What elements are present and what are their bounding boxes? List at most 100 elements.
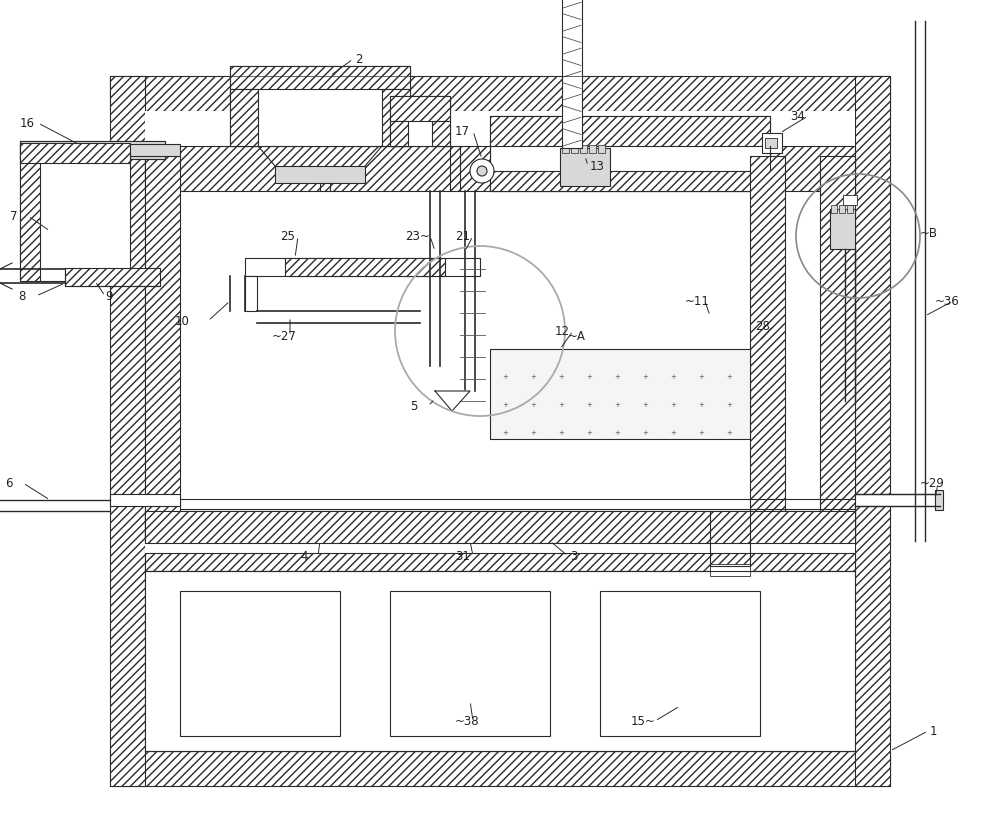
Text: +: + [698,374,704,380]
Text: +: + [698,430,704,436]
Bar [20,143,130,163]
Text: +: + [502,430,508,436]
Text: 17: 17 [455,125,470,137]
Text: 34: 34 [790,109,805,122]
Text: +: + [726,402,732,408]
Text: +: + [614,374,620,380]
Bar [855,76,890,786]
Text: 1: 1 [930,724,938,737]
Text: 28: 28 [755,319,770,333]
Bar [20,141,165,159]
Bar [390,591,550,736]
Text: +: + [530,430,536,436]
Text: +: + [726,430,732,436]
Text: 10: 10 [175,314,190,328]
Bar [145,111,855,751]
Bar [432,121,450,146]
Text: +: + [670,402,676,408]
Bar [830,209,855,249]
Bar [20,156,40,281]
Bar [20,144,180,156]
Text: 15~: 15~ [630,714,655,727]
Bar [145,511,855,543]
Text: 8: 8 [18,290,25,302]
Bar [390,96,450,146]
Text: +: + [698,402,704,408]
Bar [762,133,782,153]
Bar [589,145,596,153]
Bar [245,258,480,276]
Bar [230,66,410,146]
Bar [110,494,180,506]
Text: 12: 12 [555,324,570,337]
Text: +: + [614,402,620,408]
Text: ~B: ~B [920,227,938,240]
Bar [230,66,410,89]
Text: ~A: ~A [568,329,586,342]
Bar [20,156,130,281]
Text: 23~: 23~ [405,230,430,242]
Text: +: + [614,430,620,436]
Bar [839,205,845,213]
Text: 6: 6 [5,476,12,489]
Text: +: + [502,402,508,408]
Bar [145,511,855,541]
Bar [598,145,605,153]
Text: 2: 2 [355,53,362,66]
Text: +: + [558,430,564,436]
Bar [245,276,257,311]
Bar [560,148,610,186]
Text: +: + [726,374,732,380]
Bar [562,145,569,153]
Bar [285,258,445,276]
Bar [110,76,145,786]
Text: ~29: ~29 [920,476,945,489]
Text: 21: 21 [455,230,470,242]
Text: +: + [586,430,592,436]
Text: 5: 5 [410,400,417,412]
Text: ~11: ~11 [685,295,710,308]
Bar [710,564,750,576]
Bar [562,0,582,148]
Text: 13: 13 [590,159,605,172]
Text: +: + [502,374,508,380]
Bar [571,145,578,153]
Text: +: + [642,374,648,380]
Circle shape [470,159,494,183]
Bar [20,141,165,159]
Text: 31: 31 [455,549,470,562]
Bar [390,121,408,146]
Text: +: + [642,430,648,436]
Bar [935,490,943,510]
Bar [230,89,258,146]
Text: 7: 7 [10,209,18,222]
Text: +: + [670,430,676,436]
Bar [847,205,853,213]
Bar [855,494,935,506]
Text: 25: 25 [280,230,295,242]
Text: 3: 3 [570,549,577,562]
Bar [390,96,450,121]
Bar [600,591,760,736]
Bar [145,146,855,191]
Bar [275,166,365,183]
Bar [490,116,770,146]
Text: 4: 4 [300,549,308,562]
Text: 16: 16 [20,117,35,130]
Bar [750,156,785,541]
Bar [831,205,837,213]
Bar [145,571,855,751]
Text: +: + [586,402,592,408]
Bar [490,171,770,191]
Text: ~36: ~36 [935,295,960,308]
Bar [820,156,855,541]
Text: +: + [670,374,676,380]
Bar [490,349,750,439]
Bar [65,268,160,286]
Bar [145,553,855,571]
Bar [110,76,890,111]
Bar [765,138,777,148]
Bar [180,591,340,736]
Polygon shape [435,391,470,411]
Text: ~38: ~38 [455,714,480,727]
